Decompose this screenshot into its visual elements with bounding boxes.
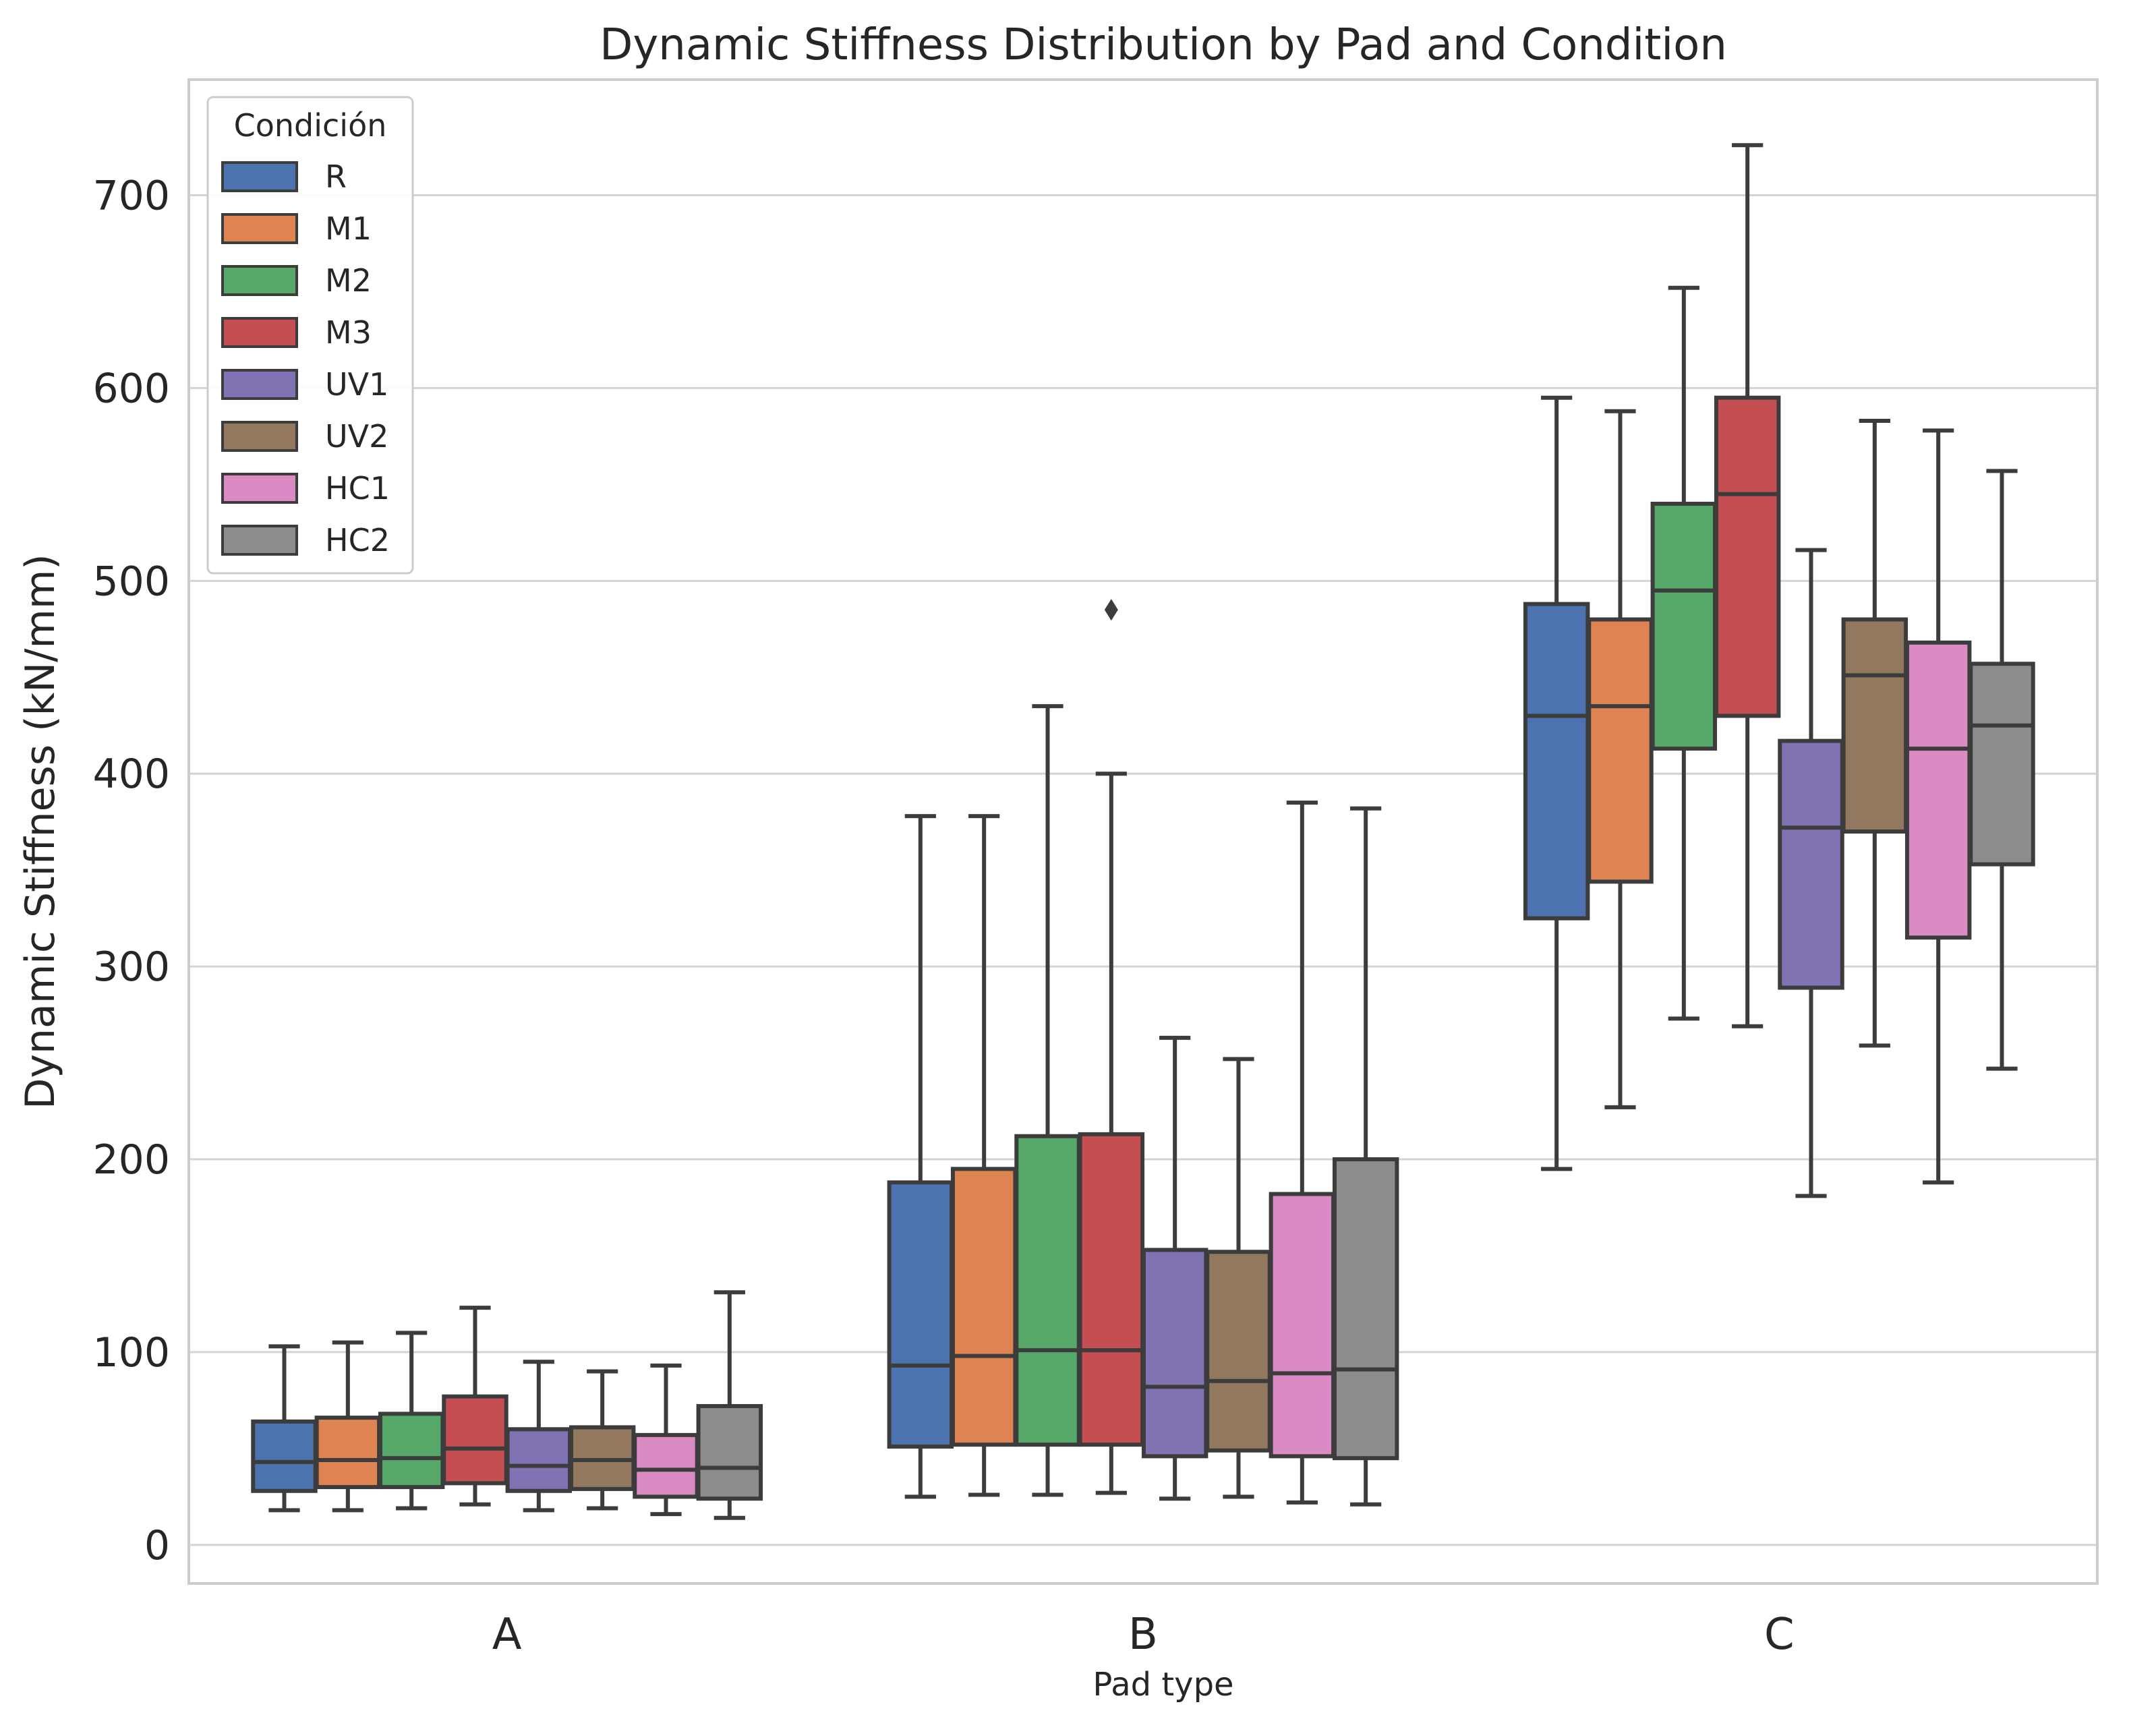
legend-label: M2 <box>325 262 372 299</box>
y-tick-label: 700 <box>92 173 170 220</box>
iqr-box <box>1078 1132 1145 1447</box>
box-M2-C <box>1650 285 1718 1021</box>
iqr-box <box>887 1180 954 1449</box>
legend-swatch <box>221 161 298 192</box>
legend-item-M1: M1 <box>221 210 372 247</box>
box-HC1-A <box>633 1363 699 1517</box>
iqr-box <box>251 1419 318 1493</box>
iqr-box <box>378 1412 445 1490</box>
box-R-C <box>1523 395 1590 1171</box>
legend-item-UV1: UV1 <box>221 366 388 403</box>
legend-swatch <box>221 317 298 348</box>
box-HC2-A <box>696 1290 763 1520</box>
y-tick-label: 300 <box>92 943 170 991</box>
box-M2-A <box>378 1331 445 1511</box>
box-HC2-C <box>1969 469 2035 1071</box>
legend: Condición R M1 M2 M3 UV1 UV2 HC1 HC2 <box>206 96 414 575</box>
box-M1-C <box>1587 409 1654 1109</box>
box-M3-A <box>442 1306 508 1507</box>
plot-frame <box>187 78 2099 1585</box>
x-tick-label-C: C <box>1764 1610 1795 1660</box>
box-M3-C <box>1714 143 1781 1028</box>
legend-label: M1 <box>325 210 372 247</box>
box-UV1-B <box>1141 1035 1208 1501</box>
box-HC1-C <box>1904 428 1972 1185</box>
outlier-point <box>1104 599 1118 621</box>
iqr-box <box>696 1403 763 1501</box>
iqr-box <box>1904 640 1972 940</box>
legend-label: UV1 <box>325 366 388 403</box>
y-tick-label: 0 <box>144 1522 170 1569</box>
y-tick-label: 100 <box>92 1329 170 1376</box>
iqr-box <box>314 1416 382 1490</box>
legend-swatch <box>221 265 298 296</box>
legend-items: R M1 M2 M3 UV1 UV2 HC1 HC2 <box>221 158 390 558</box>
iqr-box <box>1523 602 1590 921</box>
legend-swatch <box>221 213 298 244</box>
box-R-A <box>251 1344 318 1513</box>
legend-swatch <box>221 525 298 556</box>
box-R-B <box>887 814 954 1499</box>
legend-label: HC2 <box>325 522 390 558</box>
legend-item-HC1: HC1 <box>221 470 390 506</box>
legend-item-R: R <box>221 158 347 195</box>
iqr-box <box>1587 617 1654 884</box>
legend-swatch <box>221 369 298 400</box>
x-tick-label-A: A <box>492 1610 522 1660</box>
legend-item-M2: M2 <box>221 262 372 299</box>
box-layer <box>251 143 2035 1520</box>
box-UV2-B <box>1205 1057 1272 1499</box>
legend-item-M3: M3 <box>221 314 372 351</box>
iqr-box <box>1269 1192 1336 1459</box>
iqr-box <box>1650 501 1718 751</box>
box-HC2-B <box>1332 806 1399 1507</box>
legend-label: R <box>325 158 347 195</box>
iqr-box <box>1141 1248 1208 1459</box>
legend-swatch <box>221 473 298 504</box>
x-tick-labels: A B C <box>492 1610 1795 1660</box>
iqr-box <box>505 1427 573 1493</box>
box-UV2-C <box>1841 419 1909 1048</box>
y-tick-label: 400 <box>92 751 170 798</box>
iqr-box <box>1714 395 1781 718</box>
y-tick-label: 500 <box>92 558 170 605</box>
y-tick-label: 200 <box>92 1136 170 1184</box>
iqr-box <box>1332 1157 1399 1461</box>
legend-title: Condición <box>234 107 387 144</box>
iqr-box <box>1778 738 1844 990</box>
legend-label: UV2 <box>325 418 388 455</box>
iqr-box <box>1969 662 2035 867</box>
legend-item-UV2: UV2 <box>221 418 388 455</box>
box-M2-B <box>1014 704 1081 1497</box>
box-M1-B <box>950 814 1018 1497</box>
y-tick-labels: 0 100 200 300 400 500 600 700 <box>92 173 170 1569</box>
iqr-box <box>1205 1250 1272 1453</box>
y-tick-label: 600 <box>92 365 170 412</box>
legend-swatch <box>221 421 298 452</box>
box-UV1-A <box>505 1360 573 1513</box>
box-M1-A <box>314 1340 382 1513</box>
legend-label: M3 <box>325 314 372 351</box>
iqr-box <box>1014 1134 1081 1447</box>
box-M3-B <box>1078 599 1145 1495</box>
box-UV1-C <box>1778 548 1844 1198</box>
legend-label: HC1 <box>325 470 390 506</box>
x-tick-label-B: B <box>1128 1610 1158 1660</box>
iqr-box <box>442 1394 508 1486</box>
y-axis-label: Dynamic Stiffness (kN/mm) <box>17 554 64 1109</box>
iqr-box <box>950 1167 1018 1447</box>
box-UV2-A <box>569 1369 636 1511</box>
box-HC1-B <box>1269 801 1336 1505</box>
iqr-box <box>633 1432 699 1499</box>
iqr-box <box>1841 617 1909 834</box>
legend-item-HC2: HC2 <box>221 522 390 558</box>
x-axis-label: Pad type <box>1092 1666 1233 1704</box>
chart-title: Dynamic Stiffness Distribution by Pad an… <box>600 20 1727 70</box>
